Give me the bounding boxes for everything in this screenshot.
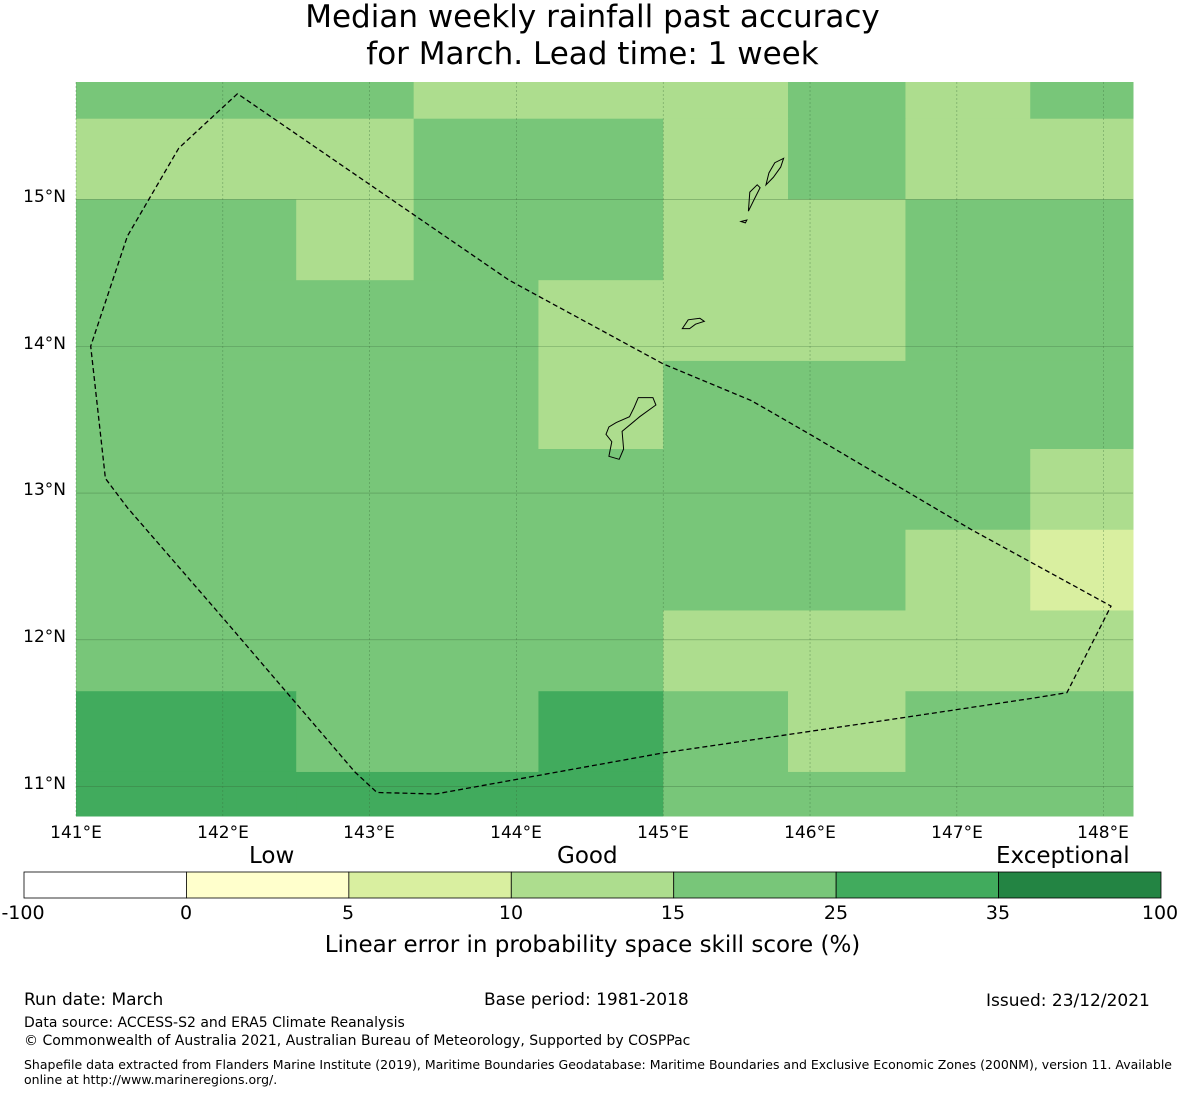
grid-cell	[663, 610, 1134, 692]
grid-cell	[76, 82, 415, 120]
grid-cell	[663, 118, 789, 200]
colorbar-segment	[510, 871, 675, 899]
colorbar-tick: -100	[1, 902, 45, 924]
grid-cell	[663, 771, 1134, 817]
graticule	[75, 82, 1133, 816]
lat-label-14n: 14°N	[23, 334, 66, 354]
colorbar-segment	[348, 871, 512, 899]
colorbar-tick: 35	[985, 902, 1011, 924]
lon-label-141e: 141°E	[50, 823, 102, 843]
grid-cell	[413, 199, 664, 281]
lat-label-11n: 11°N	[23, 774, 66, 794]
colorbar-tick: 5	[341, 902, 355, 924]
island-outline	[739, 219, 748, 224]
colorbar	[23, 871, 1162, 899]
grid-cell	[663, 82, 789, 120]
category-exceptional: Exceptional	[996, 843, 1130, 869]
grid-cell	[538, 360, 664, 450]
island-outline	[605, 397, 657, 460]
lon-label-145e: 145°E	[637, 823, 689, 843]
grid-cell	[905, 82, 1031, 120]
chart-title-line2: for March. Lead time: 1 week	[366, 36, 819, 72]
coastlines	[605, 157, 785, 460]
base-period: Base period: 1981-2018	[484, 990, 689, 1010]
colorbar-tick: 0	[179, 902, 193, 924]
grid-cell	[1030, 449, 1134, 531]
grid-cell	[538, 691, 664, 773]
category-low: Low	[249, 843, 295, 869]
colorbar-tick: 25	[823, 902, 849, 924]
colorbar-segment	[23, 871, 187, 899]
grid-cell	[905, 529, 1031, 611]
grid-cell	[296, 691, 539, 773]
colorbar-title: Linear error in probability space skill …	[324, 932, 861, 958]
lat-label-12n: 12°N	[23, 627, 66, 647]
lat-label-15n: 15°N	[23, 187, 66, 207]
grid-cell	[76, 529, 906, 611]
colorbar-segment	[186, 871, 350, 899]
grid-cell	[76, 449, 1031, 531]
grid-cell	[1030, 529, 1134, 611]
lon-label-146e: 146°E	[784, 823, 836, 843]
eez-boundary-line	[90, 93, 1112, 795]
chart-title-line1: Median weekly rainfall past accuracy	[305, 0, 880, 35]
grid-cell	[413, 118, 664, 200]
grid-cell	[788, 118, 906, 200]
run-date: Run date: March	[24, 990, 164, 1010]
grid-cell	[663, 199, 906, 281]
island-outline	[747, 184, 761, 212]
lat-label-13n: 13°N	[23, 480, 66, 500]
grid-cell	[905, 118, 1134, 200]
grid-cell	[905, 691, 1134, 773]
grid-cell	[663, 360, 1134, 450]
grid-cell	[663, 691, 789, 773]
lon-label-143e: 143°E	[343, 823, 395, 843]
colorbar-segment	[998, 871, 1162, 899]
grid-cell	[76, 280, 539, 362]
grid-cell	[76, 691, 297, 773]
lon-label-144e: 144°E	[490, 823, 542, 843]
grid-cell	[538, 280, 664, 362]
grid-cell	[76, 118, 415, 200]
shapefile-note: Shapefile data extracted from Flanders M…	[24, 1057, 1172, 1087]
grid-cell	[1030, 82, 1134, 120]
grid-cell	[76, 360, 539, 450]
category-good: Good	[557, 843, 618, 869]
grid-cell	[413, 82, 664, 120]
copyright-notice: © Commonwealth of Australia 2021, Austra…	[24, 1033, 691, 1049]
grid-cell	[296, 199, 415, 281]
data-source: Data source: ACCESS-S2 and ERA5 Climate …	[24, 1015, 405, 1031]
colorbar-segment	[673, 871, 837, 899]
issued-date: Issued: 23/12/2021	[986, 991, 1150, 1011]
colorbar-segment	[835, 871, 999, 899]
island-outline	[681, 317, 706, 330]
grid-cell	[663, 280, 906, 362]
lon-label-148e: 148°E	[1077, 823, 1129, 843]
skill-grid	[76, 82, 1134, 817]
grid-cell	[76, 199, 297, 281]
grid-cell	[905, 280, 1134, 362]
grid-cell	[296, 771, 664, 817]
lon-label-142e: 142°E	[197, 823, 249, 843]
grid-cell	[788, 82, 906, 120]
grid-cell	[905, 199, 1134, 281]
grid-cell	[76, 771, 297, 817]
colorbar-tick: 15	[660, 902, 686, 924]
island-outline	[765, 157, 785, 187]
lon-label-147e: 147°E	[931, 823, 983, 843]
colorbar-tick: 100	[1141, 902, 1179, 924]
colorbar-tick: 10	[498, 902, 524, 924]
